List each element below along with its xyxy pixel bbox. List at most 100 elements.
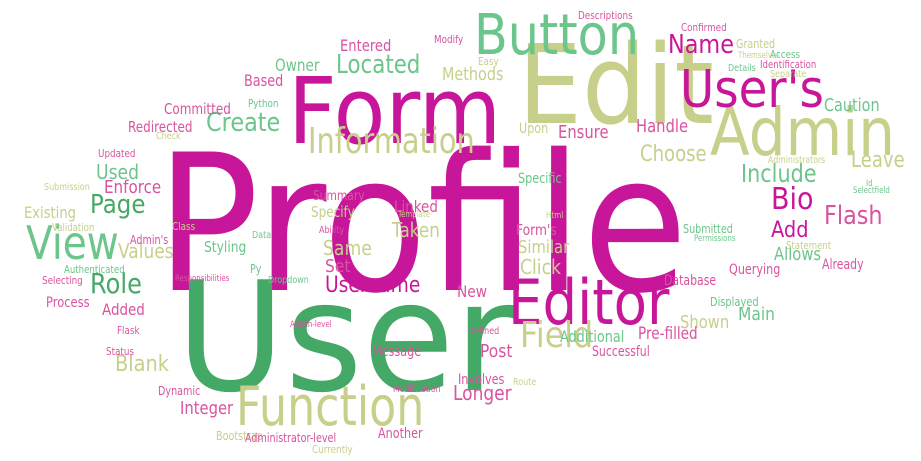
cloud-word: Include (741, 159, 817, 188)
cloud-word: Committed (164, 100, 231, 118)
cloud-word: New (457, 282, 488, 301)
cloud-word: Summary (313, 189, 365, 204)
cloud-word: Add (771, 218, 809, 243)
cloud-word: Involves (458, 372, 505, 388)
cloud-word: Check (156, 131, 181, 142)
cloud-word: Responsibilities (175, 274, 230, 284)
cloud-word: Editor (508, 266, 670, 339)
cloud-word: Leave (851, 148, 905, 173)
cloud-word: Modification (393, 384, 441, 395)
cloud-word: Caution (824, 95, 880, 116)
cloud-word: Form's (516, 221, 557, 239)
cloud-word: Integer (180, 398, 234, 419)
cloud-word: View (26, 216, 119, 270)
cloud-word: Status (106, 345, 135, 358)
cloud-word: Name (668, 30, 734, 60)
cloud-word: Admin-level (290, 320, 332, 330)
cloud-word: Confirmed (681, 21, 727, 34)
cloud-word: Html (546, 211, 564, 221)
cloud-word: Specify (311, 203, 355, 221)
cloud-word: Already (822, 257, 864, 273)
cloud-word: Selectfield (853, 186, 890, 196)
cloud-word: Descriptions (578, 9, 633, 22)
cloud-word: Shown (680, 312, 730, 333)
cloud-word: Allows (774, 244, 822, 265)
cloud-word: Post (480, 341, 513, 362)
cloud-word: Message (372, 344, 422, 360)
cloud-word: Create (206, 108, 281, 138)
cloud-word: Pre-filled (638, 324, 698, 344)
cloud-word: Edit (518, 21, 714, 149)
cloud-word: Submitted (683, 222, 733, 236)
cloud-word: Bio (771, 182, 814, 217)
cloud-word: Submission (44, 182, 90, 193)
cloud-word: Id (866, 179, 873, 189)
cloud-word: Button (474, 3, 640, 68)
cloud-word: Same (323, 236, 372, 260)
cloud-word: Page (90, 190, 146, 220)
cloud-word: Information (308, 121, 475, 162)
cloud-word: Redirected (128, 118, 193, 136)
cloud-word: Displayed (710, 295, 759, 309)
cloud-word: Existing (24, 203, 76, 222)
cloud-word: Entered (340, 36, 392, 55)
cloud-word: User's (680, 60, 824, 120)
cloud-word: Role (90, 267, 142, 300)
cloud-word: Separate (770, 69, 807, 80)
cloud-word: Set (325, 256, 351, 277)
cloud-word: Based (244, 71, 284, 90)
cloud-word: Access (770, 48, 801, 61)
cloud-word: Easy (478, 55, 499, 68)
cloud-word: Currently (312, 443, 353, 456)
cloud-word: User (176, 249, 516, 426)
cloud-word: Details (728, 63, 756, 74)
cloud-word: Process (46, 295, 90, 311)
cloud-word: Python (248, 97, 279, 110)
cloud-word: Dropdown (268, 275, 309, 286)
cloud-word: Dynamic (158, 384, 201, 398)
cloud-word: Similar (518, 237, 570, 258)
cloud-word: Enforce (104, 177, 162, 198)
cloud-word: Granted (736, 37, 776, 51)
cloud-word: Another (378, 426, 423, 442)
cloud-word: Username (325, 273, 421, 298)
cloud-word: Handle (636, 116, 689, 137)
cloud-word: Additional (560, 327, 625, 346)
cloud-word: Administrators (768, 155, 826, 166)
cloud-word: Function (236, 375, 425, 438)
cloud-word: Updated (98, 147, 136, 160)
cloud-word: Upon (519, 121, 549, 137)
cloud-word: Defined (468, 326, 500, 337)
cloud-word: Modify (434, 33, 464, 46)
cloud-word: Profile (156, 114, 688, 335)
cloud-word: Ability (319, 225, 345, 236)
cloud-word: Main (738, 304, 775, 325)
cloud-word: Authenticated (64, 263, 125, 276)
cloud-word: Flash (824, 201, 883, 231)
cloud-word: Administrator-level (245, 431, 337, 445)
cloud-word: Field (520, 315, 594, 356)
cloud-word: Click (520, 255, 561, 279)
cloud-word: Py (250, 262, 262, 276)
cloud-word: Longer (453, 381, 512, 405)
cloud-word: Taken (392, 218, 440, 242)
cloud-word: Added (102, 300, 145, 319)
cloud-word: Data (252, 230, 272, 241)
cloud-word: Selecting (42, 274, 83, 287)
cloud-word: Themselves (738, 51, 780, 61)
cloud-word: Successful (592, 344, 650, 360)
cloud-word: Statement (786, 239, 832, 252)
cloud-word: Styling (204, 238, 247, 256)
cloud-word: Class (172, 220, 196, 233)
cloud-word: Choose (640, 142, 707, 167)
cloud-word: Template (398, 210, 431, 220)
cloud-word: Database (664, 273, 717, 289)
cloud-word: Values (118, 239, 174, 263)
cloud-word: Permissions (694, 234, 736, 244)
cloud-word: Route (513, 377, 537, 388)
cloud-word: Owner (275, 56, 320, 76)
cloud-word: Querying (729, 262, 781, 278)
cloud-word: Located (336, 50, 421, 80)
cloud-word: Form (288, 58, 502, 165)
cloud-word: Methods (442, 64, 504, 85)
